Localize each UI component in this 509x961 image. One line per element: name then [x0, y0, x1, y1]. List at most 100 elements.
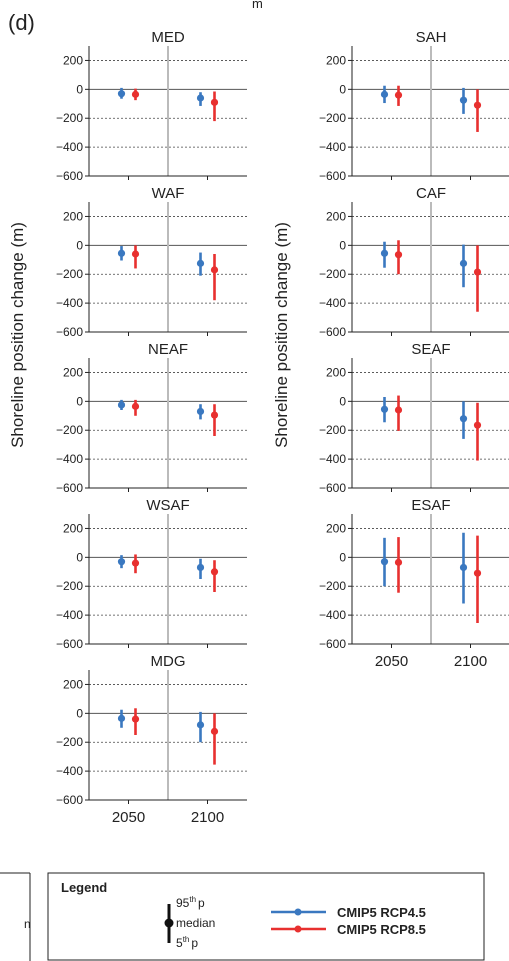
legend: Legend 95th p median 5th p CMIP5 RCP4.5 CM…	[47, 872, 485, 961]
y-tick-label: −200	[319, 423, 346, 437]
legend-item-rcp85: CMIP5 RCP8.5	[271, 922, 426, 937]
panel-waf: WAF 200 0 −200 −400 −600	[56, 185, 247, 339]
panel-caf: CAF 200 0 −200 −400 −600	[319, 185, 509, 339]
legend-item-rcp45: CMIP5 RCP4.5	[271, 905, 426, 920]
panel-title: MDG	[151, 653, 186, 670]
median-point	[117, 714, 126, 722]
median-point	[394, 406, 403, 414]
median-point	[210, 568, 219, 576]
top-fragment: m	[252, 0, 263, 11]
y-tick-label: 0	[76, 238, 83, 252]
y-tick-label: 200	[63, 365, 83, 379]
panel-title: CAF	[416, 185, 446, 202]
y-tick-label: −400	[319, 608, 346, 622]
y-tick-label: −400	[56, 296, 83, 310]
partial-box-left: n	[0, 872, 31, 961]
y-tick-label: −600	[319, 169, 346, 183]
panel-title: WAF	[152, 185, 185, 202]
y-tick-label: −200	[319, 579, 346, 593]
panel-title: MED	[151, 29, 185, 46]
legend-title: Legend	[61, 880, 107, 895]
y-tick-label: −400	[56, 764, 83, 778]
y-tick-label: −200	[56, 579, 83, 593]
median-point	[459, 96, 468, 104]
y-tick-label: 0	[76, 550, 83, 564]
y-tick-label: −600	[56, 325, 83, 339]
y-tick-label: −400	[319, 452, 346, 466]
median-point	[210, 98, 219, 106]
median-point	[131, 250, 140, 258]
panel-title: NEAF	[148, 341, 188, 358]
median-point	[117, 401, 126, 409]
y-tick-label: −200	[319, 111, 346, 125]
x-tick-label: 2050	[375, 653, 408, 670]
median-point	[210, 411, 219, 419]
x-tick-label: 2100	[454, 653, 487, 670]
y-tick-label: 0	[339, 550, 346, 564]
panel-mdg: MDG 200 0 −200 −400 −600 2050 2100	[56, 653, 247, 826]
y-tick-label: −600	[56, 169, 83, 183]
y-tick-label: −600	[56, 637, 83, 651]
panel-seaf: SEAF 200 0 −200 −400 −600	[319, 341, 509, 495]
median-point	[131, 715, 140, 723]
y-tick-label: 200	[326, 209, 346, 223]
y-tick-label: −400	[319, 140, 346, 154]
y-tick-label: −200	[56, 267, 83, 281]
panel-label: (d)	[8, 10, 35, 35]
y-tick-label: −200	[56, 735, 83, 749]
y-tick-label: 0	[76, 706, 83, 720]
median-point	[131, 90, 140, 98]
y-tick-label: −400	[319, 296, 346, 310]
median-point	[131, 559, 140, 567]
panel-title: ESAF	[411, 497, 450, 514]
median-point	[473, 101, 482, 109]
y-tick-label: 200	[63, 521, 83, 535]
y-tick-label: 0	[76, 394, 83, 408]
y-tick-label: 200	[326, 365, 346, 379]
y-tick-label: 0	[339, 394, 346, 408]
panel-neaf: NEAF 200 0 −200 −400 −600	[56, 341, 247, 495]
chart-panels: MED 200 0 −200 −400 −600 SAH 200 0 −200 −400 −600 WA…	[56, 29, 509, 826]
legend-p5-label: 5th p	[176, 935, 198, 950]
y-tick-label: −400	[56, 140, 83, 154]
median-point	[117, 249, 126, 257]
y-tick-label: −200	[319, 267, 346, 281]
legend-box	[47, 872, 485, 961]
median-point	[380, 558, 389, 566]
y-tick-label: 200	[326, 521, 346, 535]
median-point	[210, 266, 219, 274]
y-axis-label-left: Shoreline position change (m)	[8, 222, 27, 448]
panel-sah: SAH 200 0 −200 −400 −600	[319, 29, 509, 183]
y-tick-label: −200	[56, 111, 83, 125]
y-tick-label: −400	[56, 608, 83, 622]
y-tick-label: −400	[56, 452, 83, 466]
median-point	[196, 563, 205, 572]
legend-median-label: median	[176, 916, 215, 930]
panel-med: MED 200 0 −200 −400 −600	[56, 29, 247, 183]
x-tick-label: 2100	[191, 809, 224, 826]
median-point	[196, 407, 205, 416]
panel-wsaf: WSAF 200 0 −200 −400 −600	[56, 497, 247, 651]
median-point	[459, 415, 468, 423]
panel-title: SAH	[416, 29, 447, 46]
y-tick-label: −200	[56, 423, 83, 437]
median-point	[459, 259, 468, 267]
median-point	[394, 251, 403, 259]
median-point	[394, 91, 403, 99]
panel-title: SEAF	[411, 341, 450, 358]
median-point	[117, 90, 126, 98]
median-point	[473, 268, 482, 276]
panel-esaf: ESAF 200 0 −200 −400 −600 2050 2100	[319, 497, 509, 670]
median-point	[380, 249, 389, 257]
y-tick-label: −600	[56, 481, 83, 495]
median-point	[117, 558, 126, 566]
legend-whisker-icon	[164, 904, 174, 943]
y-tick-label: 200	[63, 677, 83, 691]
panel-title: WSAF	[146, 497, 189, 514]
median-point	[459, 563, 468, 572]
y-tick-label: −600	[319, 481, 346, 495]
y-tick-label: 0	[339, 238, 346, 252]
median-point	[196, 721, 205, 729]
y-tick-label: −600	[319, 637, 346, 651]
